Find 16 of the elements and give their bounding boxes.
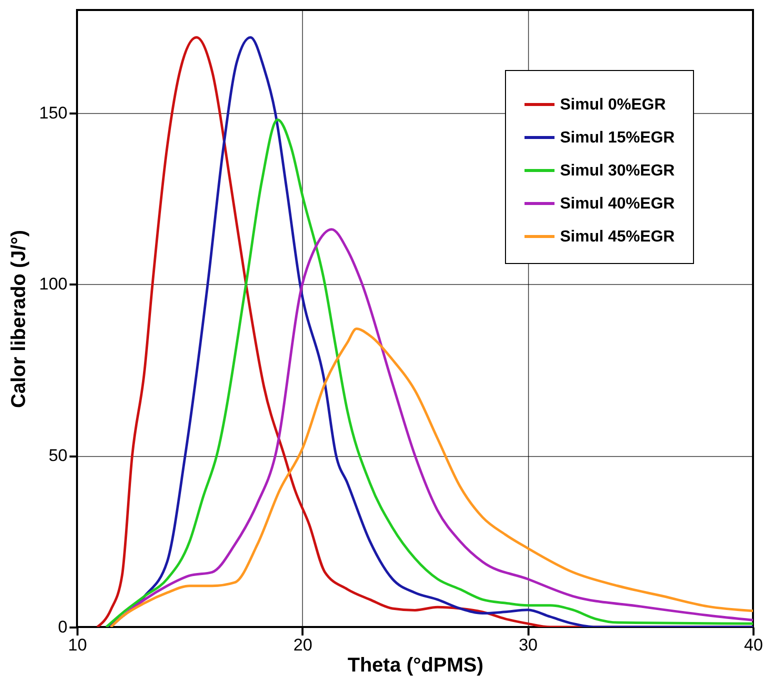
legend-label: Simul 30%EGR bbox=[560, 162, 676, 180]
x-tick-label: 20 bbox=[293, 636, 312, 654]
legend-label: Simul 45%EGR bbox=[560, 228, 676, 246]
legend-label: Simul 40%EGR bbox=[560, 196, 676, 212]
x-tick-label: 10 bbox=[68, 636, 87, 654]
y-tick-label: 100 bbox=[39, 274, 68, 294]
x-tick-label: 30 bbox=[518, 636, 538, 654]
y-tick-label: 150 bbox=[39, 103, 68, 122]
legend-label: Simul 15%EGR bbox=[560, 130, 676, 146]
y-tick-label: 50 bbox=[48, 446, 68, 466]
x-tick-label: 40 bbox=[744, 636, 763, 654]
y-tick-label: 0 bbox=[58, 618, 68, 636]
x-axis-title: Theta (°dPMS) bbox=[348, 654, 484, 676]
legend-label: Simul 0%EGR bbox=[560, 96, 666, 114]
line-series bbox=[110, 328, 753, 627]
y-axis-title: Calor liberado (J/°) bbox=[8, 230, 30, 408]
